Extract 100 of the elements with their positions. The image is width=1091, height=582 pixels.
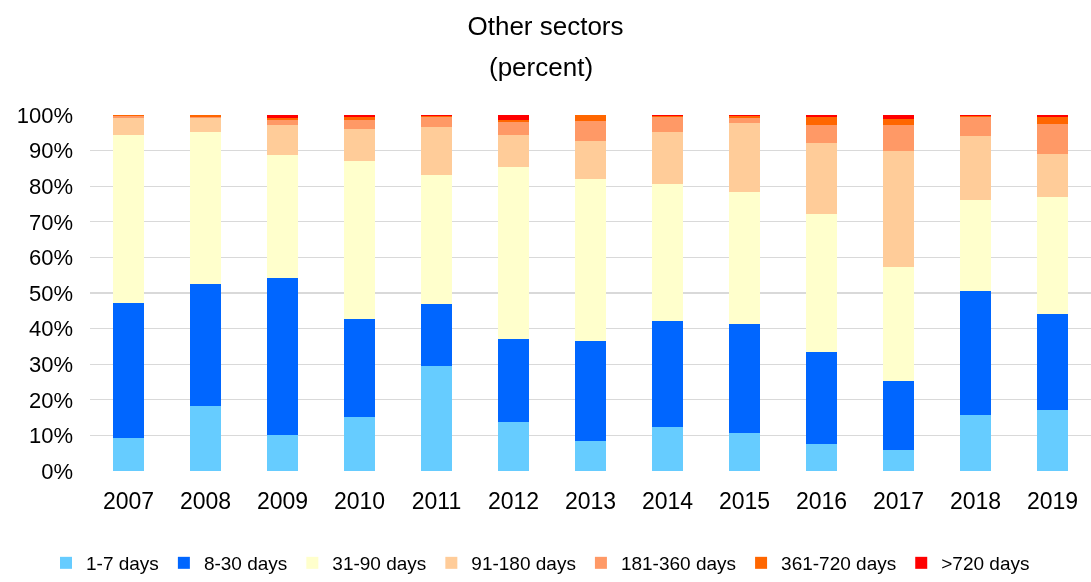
bar [575, 440, 606, 471]
bar [575, 140, 606, 180]
bar [1037, 197, 1068, 314]
y-tick-label: 40% [28, 316, 73, 342]
x-tick-label: 2016 [795, 488, 848, 514]
bar [652, 184, 683, 321]
bar [806, 116, 837, 125]
bar [1037, 116, 1068, 124]
bar [960, 414, 991, 471]
bar [575, 179, 606, 342]
bar [498, 134, 529, 167]
y-tick-label: 10% [28, 423, 73, 449]
bar [267, 434, 298, 471]
bar [267, 124, 298, 156]
bar [421, 304, 452, 366]
bar [344, 119, 375, 129]
bar [344, 128, 375, 162]
bar [883, 118, 914, 125]
y-tick-label: 60% [28, 245, 73, 271]
bar [498, 166, 529, 340]
bar [498, 422, 529, 471]
bar [883, 150, 914, 268]
legend-label: 181-360 days [620, 553, 737, 575]
x-tick-label: 2015 [718, 488, 771, 514]
bar [267, 278, 298, 435]
x-tick-label: 2012 [487, 488, 540, 514]
bar [652, 117, 683, 132]
bar [498, 339, 529, 423]
bar [806, 444, 837, 471]
bar [960, 136, 991, 201]
bar [652, 320, 683, 427]
bar [806, 124, 837, 143]
bar [267, 155, 298, 279]
x-tick-label: 2014 [641, 488, 694, 514]
bar [729, 192, 760, 324]
bar [1037, 314, 1068, 411]
legend-label: 8-30 days [203, 553, 288, 575]
bar [421, 117, 452, 128]
bar [806, 142, 837, 215]
x-tick-label: 2008 [179, 488, 232, 514]
y-tick-label: 80% [28, 173, 73, 199]
x-tick-label: 2011 [411, 488, 462, 514]
bar [344, 161, 375, 319]
bar [960, 290, 991, 415]
x-tick-label: 2013 [564, 488, 617, 514]
bar [729, 122, 760, 193]
chart-subtitle: (percent) [489, 52, 594, 82]
legend-label: 361-720 days [781, 553, 897, 575]
bar [344, 416, 375, 471]
bar [190, 405, 221, 471]
bar [883, 450, 914, 471]
x-tick-label: 2018 [949, 488, 1002, 514]
bar [806, 214, 837, 352]
chart-title: Other sectors [467, 11, 624, 42]
bar [421, 127, 452, 175]
bar [267, 120, 298, 125]
bar [729, 117, 760, 123]
bar [113, 118, 144, 135]
bar [190, 132, 221, 284]
x-tick-label: 2019 [1026, 488, 1079, 514]
y-tick-label: 100% [16, 102, 73, 128]
legend-label: 1-7 days [86, 553, 159, 575]
bar [113, 134, 144, 303]
y-tick-label: 70% [28, 209, 73, 235]
bar [421, 174, 452, 305]
bar [960, 117, 991, 136]
y-tick-label: 30% [28, 351, 73, 377]
bar [652, 426, 683, 471]
legend-label: >720 days [941, 553, 1030, 575]
bar [729, 323, 760, 433]
bar [729, 432, 760, 471]
bar [806, 351, 837, 445]
bar [883, 115, 914, 119]
bar [960, 200, 991, 291]
y-tick-label: 50% [28, 280, 73, 306]
y-tick-label: 0% [41, 458, 73, 484]
bar [344, 318, 375, 417]
bar [883, 380, 914, 450]
bar [498, 115, 529, 120]
legend-label: 31-90 days [332, 553, 427, 575]
bar [1037, 153, 1068, 198]
y-tick-label: 90% [28, 138, 73, 164]
y-tick-label: 20% [28, 387, 73, 413]
bar [883, 124, 914, 151]
bar [883, 267, 914, 381]
x-tick-label: 2010 [333, 488, 386, 514]
legend-label: 91-180 days [471, 553, 576, 575]
bar [190, 283, 221, 406]
x-tick-label: 2007 [102, 488, 155, 514]
bar [575, 115, 606, 122]
x-tick-label: 2009 [256, 488, 309, 514]
bar [113, 437, 144, 471]
bar [113, 302, 144, 438]
bar [1037, 123, 1068, 154]
bar [575, 341, 606, 441]
bar [190, 118, 221, 133]
bar [421, 365, 452, 471]
bar [1037, 410, 1068, 471]
bar [575, 121, 606, 141]
x-tick-label: 2017 [872, 488, 925, 514]
